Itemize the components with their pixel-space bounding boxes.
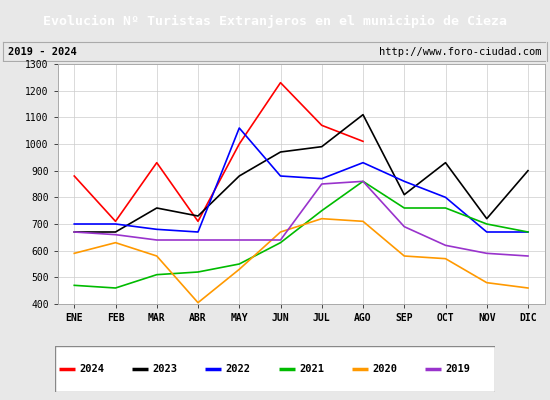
FancyBboxPatch shape [55,346,495,392]
Text: Evolucion Nº Turistas Extranjeros en el municipio de Cieza: Evolucion Nº Turistas Extranjeros en el … [43,14,507,28]
Text: 2020: 2020 [372,364,398,374]
Text: http://www.foro-ciudad.com: http://www.foro-ciudad.com [379,47,542,57]
Text: 2021: 2021 [299,364,324,374]
Text: 2022: 2022 [226,364,251,374]
Text: 2024: 2024 [79,364,104,374]
Text: 2023: 2023 [152,364,178,374]
Text: 2019: 2019 [446,364,471,374]
Text: 2019 - 2024: 2019 - 2024 [8,47,77,57]
